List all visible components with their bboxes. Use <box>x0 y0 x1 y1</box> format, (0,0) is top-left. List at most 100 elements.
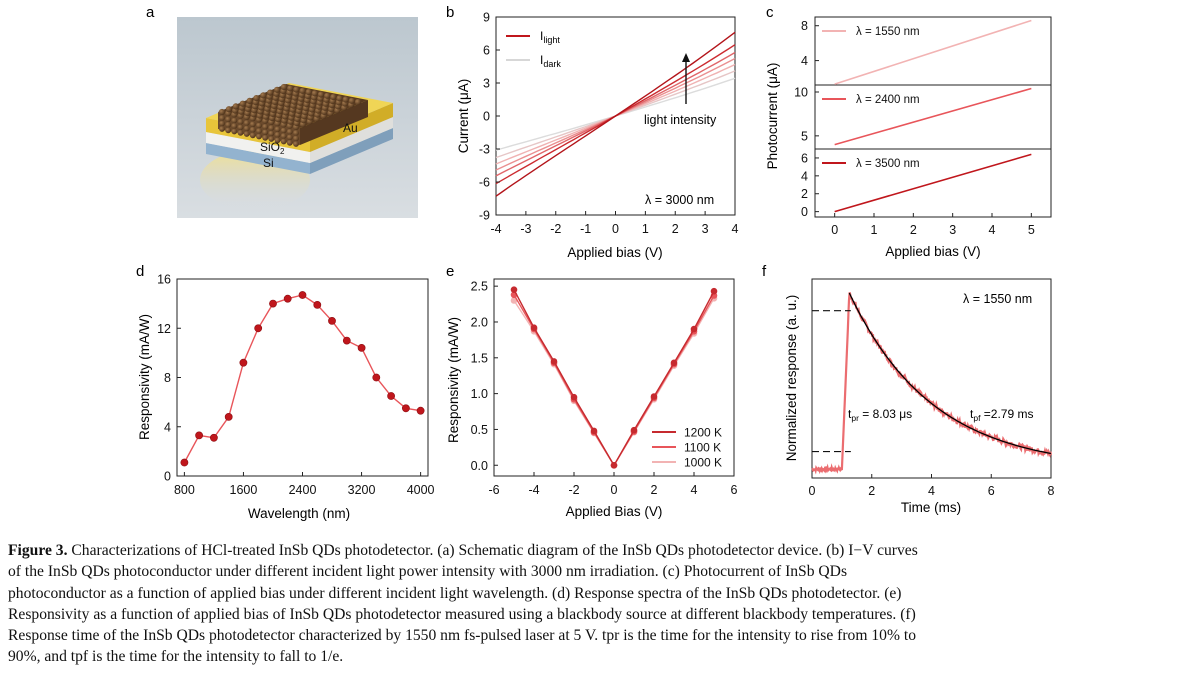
panel-e-letter: e <box>446 263 454 280</box>
quantum-dot-front <box>274 137 281 144</box>
quantum-dot-front <box>262 129 269 136</box>
label-au: Au <box>343 121 358 135</box>
spectrum-point <box>372 373 381 382</box>
bias-point <box>710 287 718 295</box>
panel-f: f 0 2 4 6 8 λ = 1550 nm tpr = 8.03 μs tpf =2… <box>762 263 1055 515</box>
caption-line-2: of the InSb QDs photoconductor under dif… <box>8 563 848 581</box>
bias-point <box>570 393 578 401</box>
xtick-label-d: 3200 <box>348 483 376 497</box>
ytick-label-b: -3 <box>479 143 490 157</box>
si-layer-side <box>310 128 393 174</box>
spectrum-point <box>254 324 263 333</box>
quantum-dot-front <box>286 134 293 141</box>
plot-c3-frame <box>814 148 1052 218</box>
ylabel-b: Current (μA) <box>456 79 471 154</box>
ytick-label-e: 0.0 <box>471 459 488 473</box>
ytick-label-b: 3 <box>483 77 490 91</box>
caption-figure-label: Figure 3. <box>8 542 68 559</box>
spectrum-point <box>195 431 203 440</box>
xtick-label-e: -4 <box>528 483 539 497</box>
legend-label-c1: λ = 1550 nm <box>856 26 920 38</box>
quantum-dot-front <box>256 128 262 134</box>
ytick-label-c: 6 <box>801 151 808 165</box>
quantum-dot <box>232 103 239 110</box>
legend-label-c3: λ = 3500 nm <box>856 158 920 170</box>
plot-d-frame <box>176 278 429 477</box>
exponential-fit-curve <box>848 292 1052 455</box>
ytick-label-c: 2 <box>801 187 808 201</box>
xtick-label-b: -2 <box>550 222 561 236</box>
spectrum-point <box>342 336 351 345</box>
quantum-dot-front <box>274 131 281 138</box>
quantum-dot-front <box>256 122 262 129</box>
quantum-dot-front <box>293 141 299 147</box>
quantum-dot <box>225 106 232 113</box>
quantum-dot <box>280 83 288 91</box>
quantum-dot-front <box>249 132 256 139</box>
quantum-dot-front <box>243 120 250 126</box>
ytick-label-c: 0 <box>801 205 808 219</box>
quantum-dot-front <box>231 128 238 135</box>
quantum-dot-front <box>243 131 250 137</box>
spectrum-point <box>387 392 395 400</box>
caption-line-1: Figure 3. Characterizations of HCl-treat… <box>8 540 1184 561</box>
quantum-dot-front <box>280 127 287 134</box>
tpr-label: tpr = 8.03 μs <box>848 407 912 423</box>
caption-line-6: 90%, and tpf is the time for the intensi… <box>8 648 344 666</box>
legend-label-c2: λ = 2400 nm <box>856 94 920 106</box>
quantum-dot-front <box>286 128 293 135</box>
xtick-label-d: 2400 <box>289 483 317 497</box>
xlabel-d: Wavelength (nm) <box>248 506 350 521</box>
bias-point <box>590 427 598 435</box>
xtick-label-d: 1600 <box>230 483 258 497</box>
caption-line-3: photoconductor as a function of applied … <box>8 584 902 602</box>
panel-a-letter: a <box>146 4 155 21</box>
quantum-dot-front <box>268 125 275 131</box>
bias-point <box>670 359 678 367</box>
sio2-layer-side <box>310 117 393 163</box>
xtick-label-b: 1 <box>642 222 649 236</box>
ytick-label-e: 0.5 <box>471 423 488 437</box>
xtick-label-c: 0 <box>831 223 838 237</box>
spectrum-point <box>416 406 425 415</box>
label-si: Si <box>263 156 274 170</box>
plot-d-content: 800 1600 2400 3200 4000 0 4 8 12 16 <box>157 273 434 498</box>
xtick-label-c: 3 <box>949 223 956 237</box>
ytick-label-d: 16 <box>157 273 171 287</box>
quantum-dot <box>324 92 331 99</box>
quantum-dot-front <box>237 129 244 136</box>
legend-label-e3: 1000 K <box>684 456 722 470</box>
quantum-dot <box>267 89 274 96</box>
light-intensity-label: light intensity <box>644 113 717 127</box>
bias-point <box>510 286 518 294</box>
quantum-dot <box>287 85 294 92</box>
xtick-label-b: 4 <box>732 222 739 236</box>
xtick-label-c: 1 <box>871 223 878 237</box>
xtick-label-e: 6 <box>731 483 738 497</box>
spectrum-point <box>328 316 336 325</box>
photocurrent-line-3 <box>834 153 1032 213</box>
sio2-layer-front <box>206 132 310 163</box>
panel-a: a Au SiO2 Si <box>146 4 418 218</box>
quantum-dot <box>354 98 362 106</box>
quantum-dot-front <box>280 138 287 145</box>
xtick-label-b: -1 <box>580 222 591 236</box>
responsivity-spectrum-line <box>183 294 421 463</box>
quantum-dot-front <box>280 133 287 139</box>
label-sio2: SiO2 <box>260 140 285 156</box>
xtick-label-f: 0 <box>809 484 816 498</box>
spectrum-point <box>269 299 277 308</box>
spectrum-point <box>313 300 322 309</box>
quantum-dot <box>274 86 281 93</box>
arrow-head <box>682 53 690 62</box>
figure-canvas: a Au SiO2 Si b -4 -3 -2 -1 <box>136 4 1055 521</box>
xtick-label-f: 8 <box>1048 484 1055 498</box>
quantum-dot-front <box>243 125 250 132</box>
ytick-label-d: 4 <box>164 420 171 434</box>
ytick-label-c: 4 <box>801 169 808 183</box>
xtick-label-e: 0 <box>611 483 618 497</box>
quantum-dot-front <box>293 135 299 142</box>
legend-label-e1: 1200 K <box>684 426 722 440</box>
xlabel-e: Applied Bias (V) <box>566 504 663 519</box>
ytick-label-b: 0 <box>483 110 490 124</box>
